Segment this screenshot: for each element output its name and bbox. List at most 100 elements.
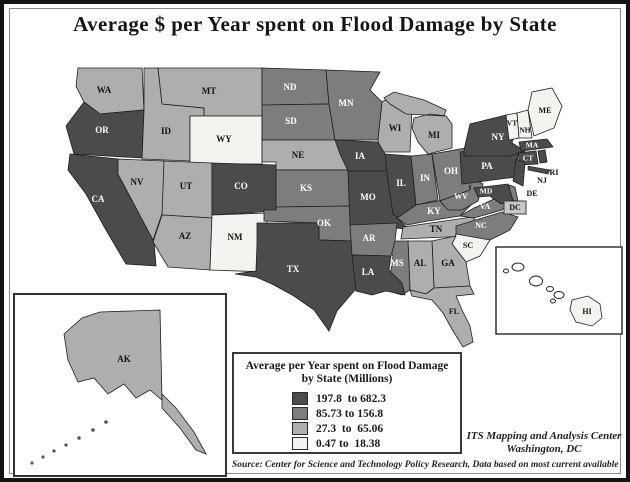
state-az (152, 214, 213, 271)
legend-range-class1: 197.8 to 682.3 (316, 392, 386, 405)
state-label-ms: MS (390, 258, 404, 268)
state-la (351, 254, 406, 296)
state-label-ny: NY (492, 132, 505, 142)
state-label-ky: KY (427, 206, 441, 216)
state-md (473, 183, 514, 205)
state-nj (512, 158, 526, 187)
dc-label-box (503, 200, 527, 215)
state-label-il: IL (396, 178, 406, 188)
state-label-wv: WV (454, 192, 468, 201)
state-in (410, 153, 439, 206)
state-label-va: VA (480, 202, 491, 211)
state-label-wi: WI (389, 123, 402, 133)
state-mi (383, 91, 453, 155)
state-label-la: LA (362, 267, 375, 277)
state-label-ri: RI (550, 168, 559, 177)
state-label-in: IN (420, 173, 431, 183)
state-label-dc: DC (509, 203, 521, 212)
state-label-ct: CT (523, 154, 533, 163)
credits-line2: Washington, DC (506, 443, 582, 455)
state-ri (537, 149, 548, 164)
state-sd (261, 103, 336, 141)
state-label-tx: TX (287, 264, 300, 274)
state-label-nj: NJ (537, 176, 547, 185)
state-label-mo: MO (360, 192, 376, 202)
state-fl (409, 285, 475, 348)
state-nv (117, 158, 165, 242)
legend-title-line1: Average per Year spent on Flood Damage (245, 360, 449, 372)
state-label-oh: OH (444, 166, 458, 176)
legend-rows: 197.8 to 682.3 85.73 to 156.8 27.3 to 65… (292, 391, 460, 451)
legend-title-line2: by State (Millions) (301, 373, 393, 385)
state-label-ia: IA (355, 151, 366, 161)
legend-range-class3: 27.3 to 65.06 (316, 422, 384, 435)
legend-swatch-class4 (292, 437, 308, 450)
state-label-nm: NM (228, 232, 243, 242)
legend-swatch-class2 (292, 407, 308, 420)
state-label-sd: SD (285, 116, 297, 126)
state-label-ak: AK (117, 354, 131, 364)
state-label-ar: AR (363, 233, 376, 243)
state-label-ok: OK (317, 218, 331, 228)
state-ar (349, 222, 398, 257)
legend: Average per Year spent on Flood Damage b… (232, 352, 462, 454)
legend-swatch-class3 (292, 422, 308, 435)
state-label-ca: CA (92, 194, 105, 204)
state-label-nd: ND (284, 82, 297, 92)
state-label-ks: KS (300, 183, 312, 193)
state-label-tn: TN (430, 224, 443, 234)
map-title: Average $ per Year spent on Flood Damage… (73, 12, 557, 36)
legend-row: 27.3 to 65.06 (292, 421, 460, 436)
long-island (527, 165, 551, 175)
state-label-mn: MN (339, 98, 354, 108)
legend-row: 0.47 to 18.38 (292, 436, 460, 451)
credits: ITS Mapping and Analysis Center Washingt… (466, 430, 622, 456)
state-ma (518, 138, 554, 152)
state-label-vt: VT (507, 119, 517, 128)
state-label-mt: MT (202, 86, 217, 96)
legend-row: 197.8 to 682.3 (292, 391, 460, 406)
state-wy (189, 115, 263, 165)
state-label-hi: HI (582, 307, 591, 316)
credits-line1: ITS Mapping and Analysis Center (466, 430, 622, 442)
state-label-al: AL (414, 258, 427, 268)
state-label-or: OR (95, 125, 109, 135)
legend-range-class4: 0.47 to 18.38 (316, 437, 381, 450)
state-label-co: CO (234, 181, 248, 191)
state-label-mi: MI (428, 130, 440, 140)
state-label-ga: GA (441, 258, 455, 268)
state-label-ut: UT (180, 181, 193, 191)
state-label-az: AZ (179, 231, 192, 241)
state-label-de: DE (526, 189, 537, 198)
state-label-md: MD (480, 187, 493, 196)
us-choropleth-map: WA OR CA ID MT WY NV UT CO AZ NM ND SD NE KS OK TX MN WI IA… (13, 67, 623, 477)
legend-range-class2: 85.73 to 156.8 (316, 407, 384, 420)
hawaii-inset-box (495, 246, 623, 335)
legend-title: Average per Year spent on Flood Damage b… (234, 360, 460, 386)
state-label-nc: NC (475, 221, 487, 230)
state-label-nh: NH (519, 126, 530, 135)
state-nh (516, 109, 533, 139)
hawaii-minor-islands (503, 262, 565, 304)
source-note: Source: Center for Science and Technolog… (232, 460, 619, 470)
state-label-sc: SC (463, 241, 473, 250)
state-label-nv: NV (131, 177, 144, 187)
state-tx (234, 222, 362, 332)
state-ks (275, 169, 352, 208)
state-label-fl: FL (449, 307, 459, 316)
legend-row: 85.73 to 156.8 (292, 406, 460, 421)
aleutian-islands (30, 420, 108, 465)
state-label-id: ID (161, 126, 172, 136)
state-label-wa: WA (97, 85, 112, 95)
state-mn (325, 69, 383, 141)
state-ak (63, 309, 207, 455)
state-hi (569, 295, 603, 327)
state-label-pa: PA (481, 161, 493, 171)
state-label-me: ME (539, 106, 552, 115)
legend-swatch-class1 (292, 392, 308, 405)
state-label-ne: NE (292, 150, 305, 160)
state-label-wy: WY (216, 134, 232, 144)
state-me (527, 87, 563, 137)
state-label-ma: MA (526, 141, 539, 150)
